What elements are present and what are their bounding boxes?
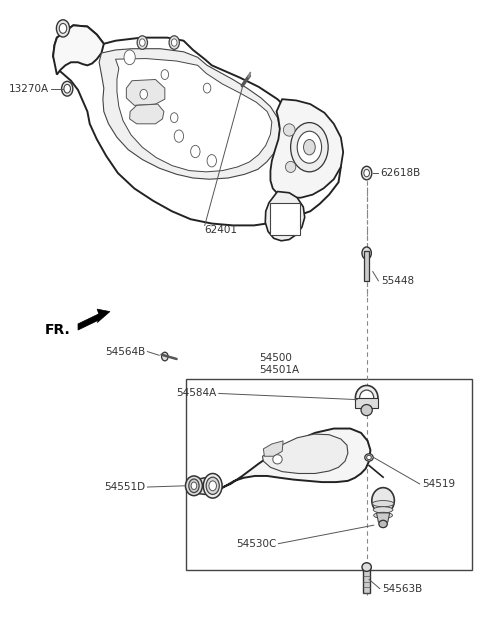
Ellipse shape: [204, 473, 222, 498]
Bar: [364, 251, 370, 281]
Polygon shape: [264, 441, 283, 456]
Ellipse shape: [204, 83, 211, 93]
Ellipse shape: [364, 170, 370, 176]
Text: 54500: 54500: [260, 353, 292, 363]
Ellipse shape: [185, 476, 203, 495]
Ellipse shape: [170, 113, 178, 123]
Text: 54564B: 54564B: [105, 347, 145, 357]
Ellipse shape: [361, 405, 372, 416]
Text: 62401: 62401: [205, 225, 238, 234]
Ellipse shape: [286, 162, 296, 172]
Ellipse shape: [362, 563, 372, 571]
Polygon shape: [192, 478, 212, 494]
Polygon shape: [53, 25, 341, 225]
Text: 13270A: 13270A: [9, 84, 49, 94]
Polygon shape: [203, 429, 371, 490]
Ellipse shape: [379, 520, 387, 528]
Ellipse shape: [189, 479, 199, 492]
Ellipse shape: [140, 89, 147, 99]
Text: FR.: FR.: [45, 323, 71, 337]
Ellipse shape: [140, 39, 145, 46]
Polygon shape: [376, 513, 390, 522]
Ellipse shape: [373, 507, 393, 513]
Ellipse shape: [124, 50, 135, 65]
Ellipse shape: [273, 455, 282, 464]
Ellipse shape: [171, 39, 177, 46]
Polygon shape: [130, 104, 164, 124]
Bar: [186, 379, 472, 570]
Polygon shape: [355, 398, 378, 408]
Ellipse shape: [191, 482, 197, 489]
Ellipse shape: [372, 500, 394, 507]
Bar: [270, 202, 300, 234]
Ellipse shape: [303, 139, 315, 155]
Text: 54501A: 54501A: [260, 365, 300, 375]
Ellipse shape: [59, 23, 67, 33]
Ellipse shape: [161, 70, 168, 80]
Ellipse shape: [367, 455, 372, 460]
Polygon shape: [265, 191, 305, 241]
Polygon shape: [53, 25, 104, 75]
Text: 55448: 55448: [381, 276, 414, 286]
Ellipse shape: [372, 487, 395, 513]
Ellipse shape: [206, 477, 219, 494]
Ellipse shape: [162, 352, 168, 361]
Ellipse shape: [283, 124, 295, 136]
Text: 54519: 54519: [422, 479, 455, 489]
Polygon shape: [263, 434, 348, 473]
Ellipse shape: [362, 247, 372, 259]
Ellipse shape: [191, 146, 200, 158]
Text: 62618B: 62618B: [381, 168, 421, 178]
Ellipse shape: [137, 36, 147, 49]
Ellipse shape: [169, 36, 180, 49]
Text: 54530C: 54530C: [236, 539, 276, 549]
Ellipse shape: [61, 81, 73, 96]
Ellipse shape: [290, 123, 328, 172]
Text: 54551D: 54551D: [104, 482, 145, 492]
Ellipse shape: [360, 390, 374, 405]
Ellipse shape: [64, 85, 71, 93]
Ellipse shape: [355, 386, 378, 410]
Bar: [363, 567, 371, 593]
Polygon shape: [270, 99, 343, 197]
Ellipse shape: [57, 20, 70, 37]
Ellipse shape: [365, 453, 373, 461]
Ellipse shape: [209, 481, 216, 491]
Ellipse shape: [297, 131, 322, 164]
Ellipse shape: [361, 167, 372, 180]
Text: 54563B: 54563B: [382, 584, 422, 594]
Ellipse shape: [374, 512, 393, 518]
Text: 54584A: 54584A: [176, 389, 216, 399]
Polygon shape: [78, 309, 110, 330]
Polygon shape: [99, 49, 280, 179]
Polygon shape: [116, 59, 272, 172]
Ellipse shape: [174, 130, 184, 143]
Ellipse shape: [207, 155, 216, 167]
Polygon shape: [126, 80, 165, 106]
